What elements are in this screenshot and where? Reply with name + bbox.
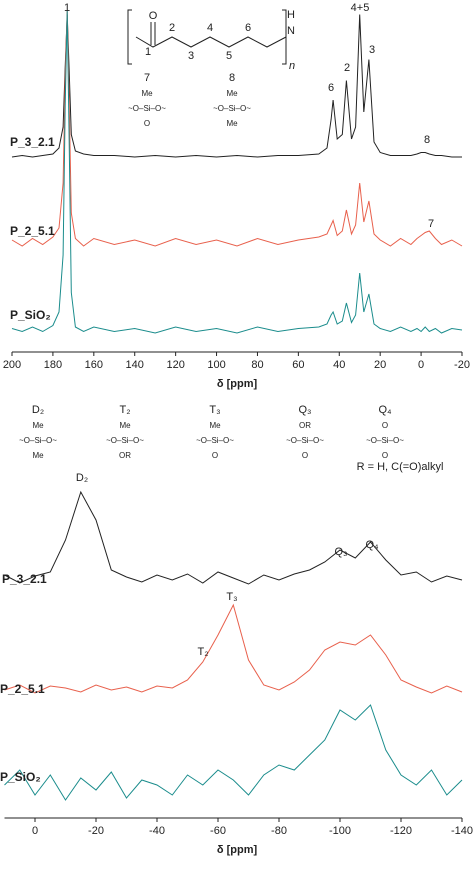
x-tick-label: 80 — [251, 359, 263, 371]
structure-text: Me — [209, 421, 221, 430]
peak-annotation: 3 — [369, 44, 375, 56]
series-label: P_2_5.1 — [10, 224, 55, 238]
repeat-index: n — [289, 60, 295, 72]
series-label: P_2_5.1 — [0, 682, 45, 696]
chain — [135, 36, 287, 48]
structure-text: ~O–Si–O~ — [128, 104, 166, 113]
spectrum-line — [11, 10, 463, 247]
spectrum-line — [11, 10, 463, 334]
x-tick-label: 100 — [207, 359, 225, 371]
structure-text: Me — [119, 421, 131, 430]
x-tick-label: -100 — [329, 825, 351, 837]
structure-text: Me — [32, 421, 44, 430]
x-tick-label: -60 — [210, 825, 226, 837]
peak-annotation: 8 — [424, 134, 430, 146]
carbonyl — [150, 22, 156, 45]
series-label: P_3_2.1 — [10, 135, 55, 149]
peak-annotation: 4+5 — [351, 2, 370, 14]
structure-label: 8 — [229, 72, 235, 84]
monomer-atom: 5 — [226, 50, 232, 62]
x-tick-label: -140 — [451, 825, 473, 837]
peak-annotation: 2 — [344, 62, 350, 74]
structure-text: ~O–Si–O~ — [213, 104, 251, 113]
structure-text: O — [144, 119, 150, 128]
structure-label: T₂ — [120, 404, 131, 416]
x-tick-label: 40 — [333, 359, 345, 371]
structure-text: OR — [119, 451, 131, 460]
peak-annotation: Q₃ — [334, 546, 347, 558]
structure-text: Me — [141, 89, 153, 98]
x-tick-label: -20 — [88, 825, 104, 837]
spectrum-line — [4, 704, 463, 801]
x-tick-label: 0 — [32, 825, 38, 837]
x-tick-label: 180 — [44, 359, 62, 371]
structure-text: O — [212, 451, 218, 460]
series-label: P_SiO₂ — [0, 770, 41, 784]
spectrum-line — [11, 14, 462, 158]
x-tick-label: -20 — [454, 359, 470, 371]
monomer-atom: 3 — [188, 50, 194, 62]
x-tick-label: 20 — [374, 359, 386, 371]
structure-label: 7 — [144, 72, 150, 84]
monomer-atom: 4 — [207, 22, 213, 34]
x-tick-label: -120 — [390, 825, 412, 837]
x-tick-label: 140 — [126, 359, 144, 371]
structure-text: O — [302, 451, 308, 460]
peak-annotation: 6 — [328, 82, 334, 94]
x-tick-label: 120 — [166, 359, 184, 371]
peak-annotation: T₃ — [226, 591, 237, 603]
peak-annotation: R = H, C(=O)alkyl — [357, 461, 444, 473]
structure-label: T₃ — [209, 404, 220, 416]
structure-text: Me — [226, 89, 238, 98]
monomer-atom: O — [149, 10, 158, 22]
peak-annotation: 1 — [64, 2, 70, 14]
monomer-atom: 1 — [145, 46, 151, 58]
structure-text: O — [382, 451, 388, 460]
monomer-skeleton — [127, 9, 287, 65]
peak-annotation: T₂ — [198, 646, 209, 658]
structure-text: ~O–Si–O~ — [366, 436, 404, 445]
monomer-atom: 6 — [245, 22, 251, 34]
monomer-atom: N — [287, 25, 295, 37]
peak-annotation: Q₄ — [365, 539, 379, 551]
structure-label: Q₃ — [298, 404, 311, 416]
structure-text: Me — [226, 119, 238, 128]
x-tick-label: 160 — [85, 359, 103, 371]
peak-annotation: 7 — [428, 218, 434, 230]
x-tick-label: 60 — [292, 359, 304, 371]
monomer-atom: H — [287, 9, 295, 21]
spectrum-line — [4, 490, 463, 585]
structure-text: ~O–Si–O~ — [196, 436, 234, 445]
x-tick-label: -80 — [271, 825, 287, 837]
structure-text: O — [382, 421, 388, 430]
x-axis-label: δ [ppm] — [217, 844, 258, 856]
structure-text: ~O–Si–O~ — [19, 436, 57, 445]
structure-text: OR — [299, 421, 311, 430]
series-label: P_3_2.1 — [2, 572, 47, 586]
monomer-atom: 2 — [169, 22, 175, 34]
structure-text: Me — [32, 451, 44, 460]
structure-label: Q₄ — [378, 404, 392, 416]
structure-text: ~O–Si–O~ — [286, 436, 324, 445]
x-tick-label: 0 — [418, 359, 424, 371]
series-label: P_SiO₂ — [10, 308, 51, 322]
x-tick-label: -40 — [149, 825, 165, 837]
structure-label: D₂ — [32, 404, 44, 416]
structure-text: ~O–Si–O~ — [106, 436, 144, 445]
spectrum-line — [4, 603, 463, 694]
x-tick-label: 200 — [3, 359, 21, 371]
peak-annotation: D₂ — [76, 472, 88, 484]
x-axis-label: δ [ppm] — [217, 378, 258, 390]
